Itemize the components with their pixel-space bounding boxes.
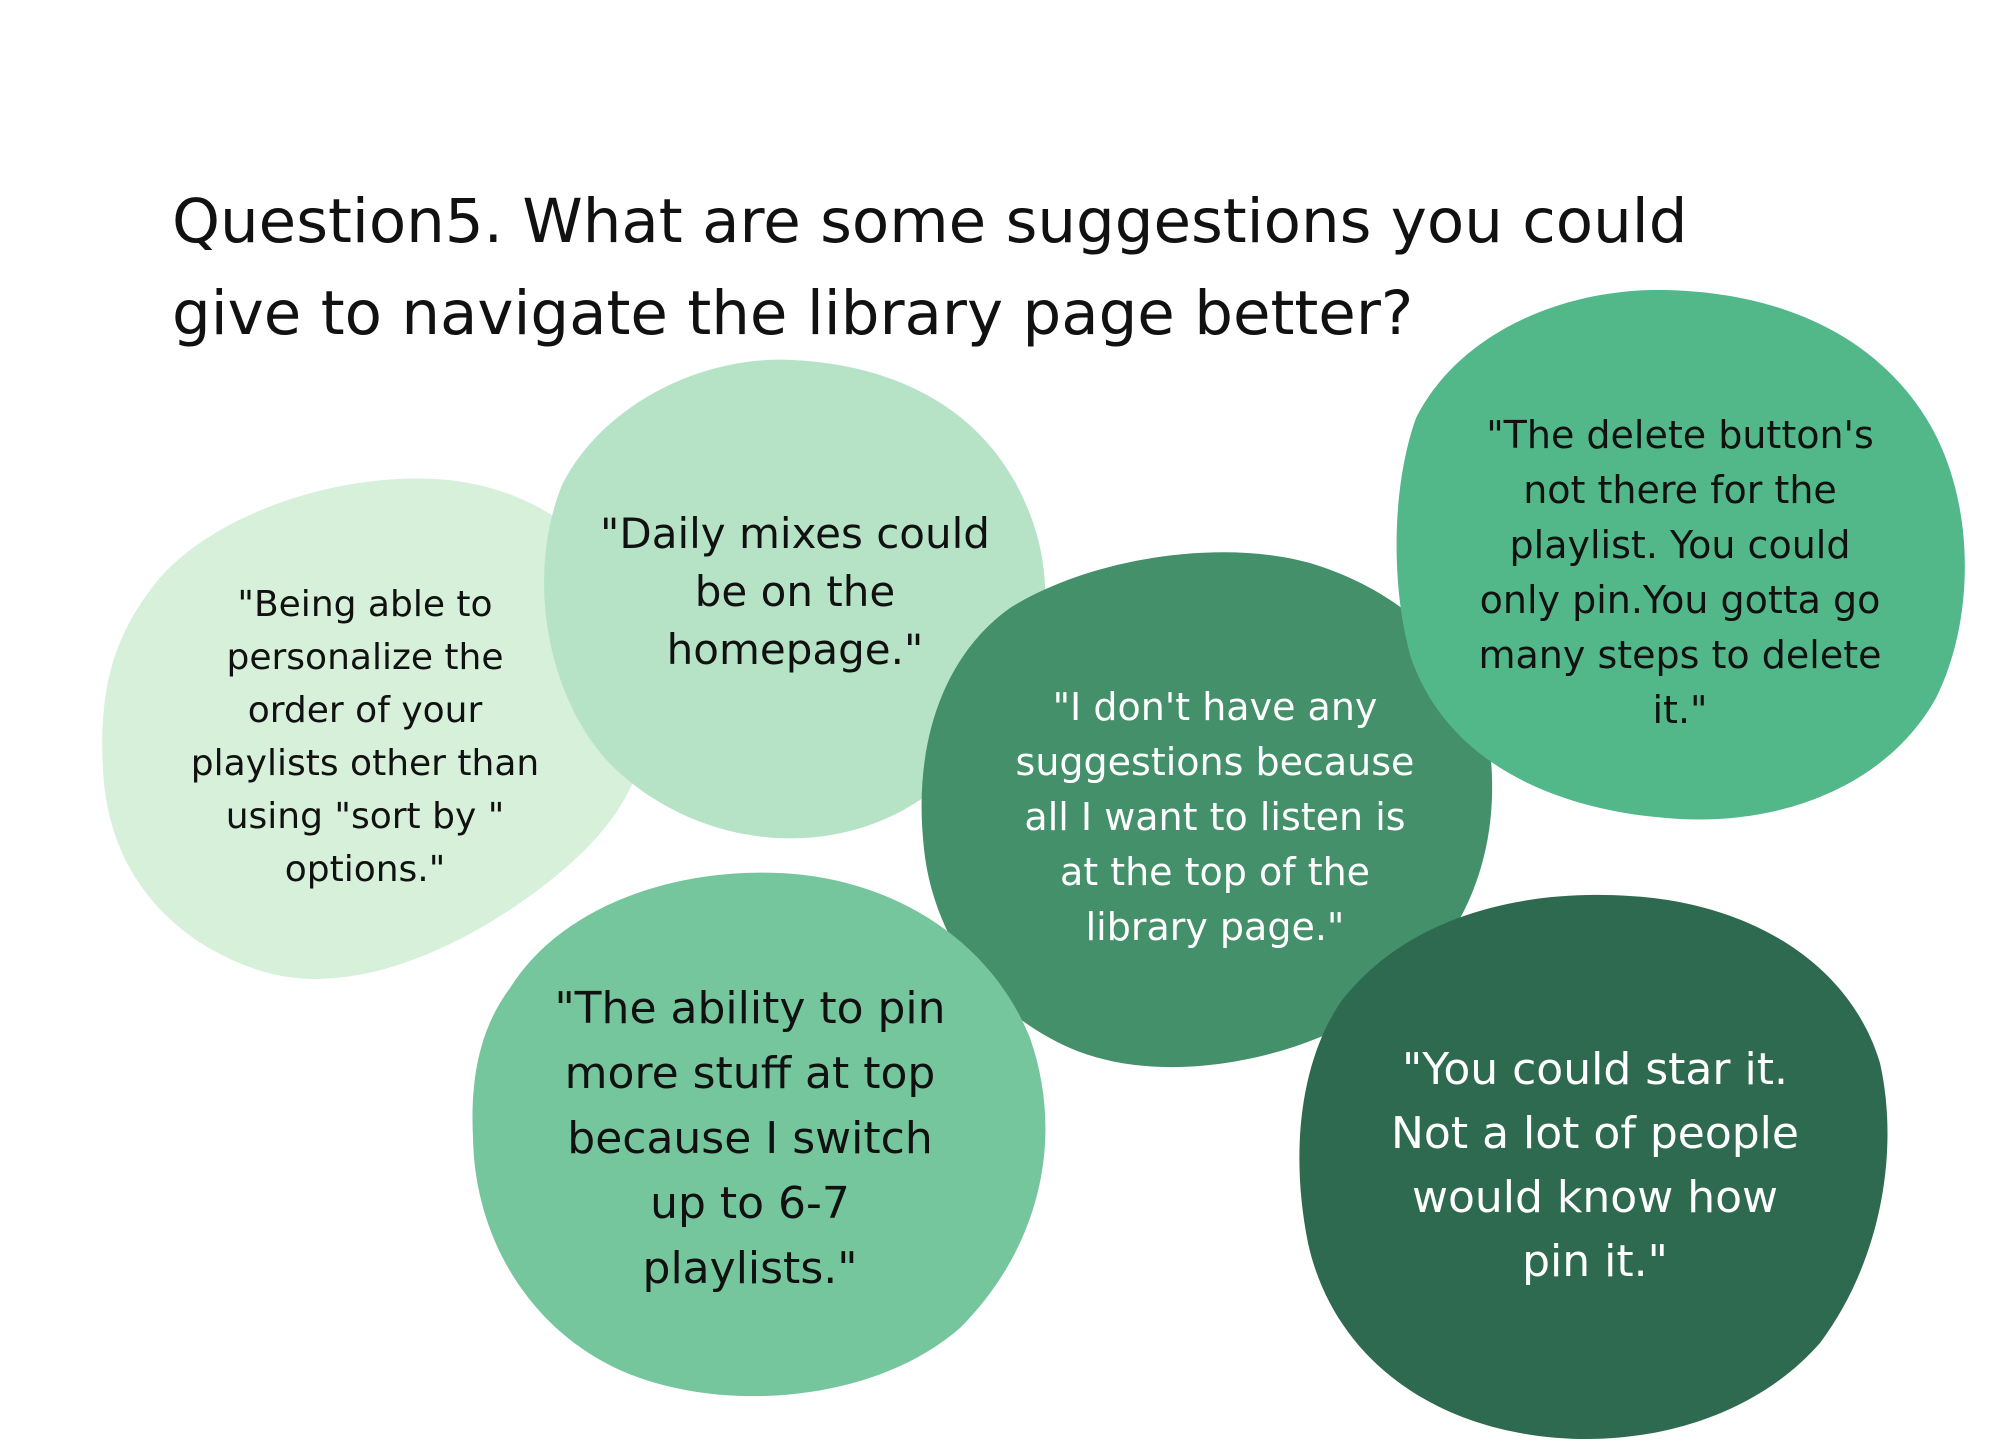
bubble-star-it	[1299, 893, 1890, 1441]
blob-fill	[1299, 894, 1888, 1439]
quote-line: all I want to listen is	[1024, 795, 1406, 839]
bubble-daily-mixes	[532, 355, 1052, 847]
quote-line: options."	[284, 849, 446, 890]
page-title: Question5. What are some suggestions you…	[172, 176, 1772, 360]
blob-fill	[472, 872, 1046, 1397]
quote-line: Not a lot of people	[1391, 1108, 1799, 1159]
quote-line: up to 6-7	[650, 1178, 850, 1229]
quote-line: personalize the	[226, 637, 504, 678]
blob-shape	[1299, 894, 1888, 1439]
blob-fill	[544, 359, 1046, 839]
blob-fill	[102, 478, 650, 979]
title-line: give to navigate the library page better…	[172, 278, 1414, 349]
bubble-personalize-order	[98, 470, 658, 990]
quote-line: not there for the	[1523, 468, 1837, 512]
quote-line: "The delete button's	[1486, 413, 1874, 457]
title-line: Question5. What are some suggestions you…	[172, 186, 1688, 257]
blob-shape	[921, 552, 1493, 1068]
quote-line: playlists other than	[190, 743, 540, 784]
quote-line: suggestions because	[1015, 740, 1415, 784]
quote-line: at the top of the	[1059, 850, 1371, 894]
quote-line: "I don't have any	[1052, 685, 1378, 729]
quote-line: more stuff at top	[564, 1048, 936, 1099]
quote-line: because I switch	[567, 1113, 933, 1164]
quote-line: library page."	[1085, 905, 1345, 949]
quote-line: playlist. You could	[1509, 523, 1851, 567]
blob-shape	[1396, 289, 1965, 820]
quote-line: using "sort by "	[225, 796, 505, 837]
quote-line: "Daily mixes could	[600, 509, 990, 558]
quote-line: be on the	[694, 567, 896, 616]
quote-line: order of your	[247, 690, 483, 731]
quote-line: many steps to delete	[1478, 633, 1882, 677]
bubble-pin-more	[470, 868, 1050, 1404]
quote-line: it."	[1652, 688, 1708, 732]
quote-line: only pin.You gotta go	[1479, 578, 1881, 622]
blob-fill	[921, 552, 1493, 1068]
quote-line: "The ability to pin	[554, 983, 946, 1034]
quote-star-it: "You could star it. Not a lot of people …	[1370, 1038, 1820, 1294]
quote-daily-mixes: "Daily mixes could be on the homepage."	[590, 505, 1000, 679]
quote-line: "You could star it.	[1402, 1044, 1788, 1095]
quote-line: playlists."	[642, 1243, 858, 1294]
blob-shape	[102, 478, 650, 979]
quote-pin-more: "The ability to pin more stuff at top be…	[530, 976, 970, 1301]
blob-shape	[472, 872, 1046, 1397]
quote-delete-button: "The delete button's not there for the p…	[1450, 408, 1910, 738]
bubble-delete-button	[1396, 288, 1972, 822]
blob-fill	[1396, 289, 1965, 820]
quote-no-suggestions: "I don't have any suggestions because al…	[1000, 680, 1430, 955]
quote-line: "Being able to	[237, 584, 493, 625]
bubble-no-suggestions	[920, 548, 1494, 1078]
quote-personalize-order: "Being able to personalize the order of …	[150, 578, 580, 896]
quote-line: pin it."	[1522, 1236, 1668, 1287]
blob-shape	[544, 359, 1046, 839]
quote-line: would know how	[1412, 1172, 1778, 1223]
quote-line: homepage."	[666, 625, 924, 674]
